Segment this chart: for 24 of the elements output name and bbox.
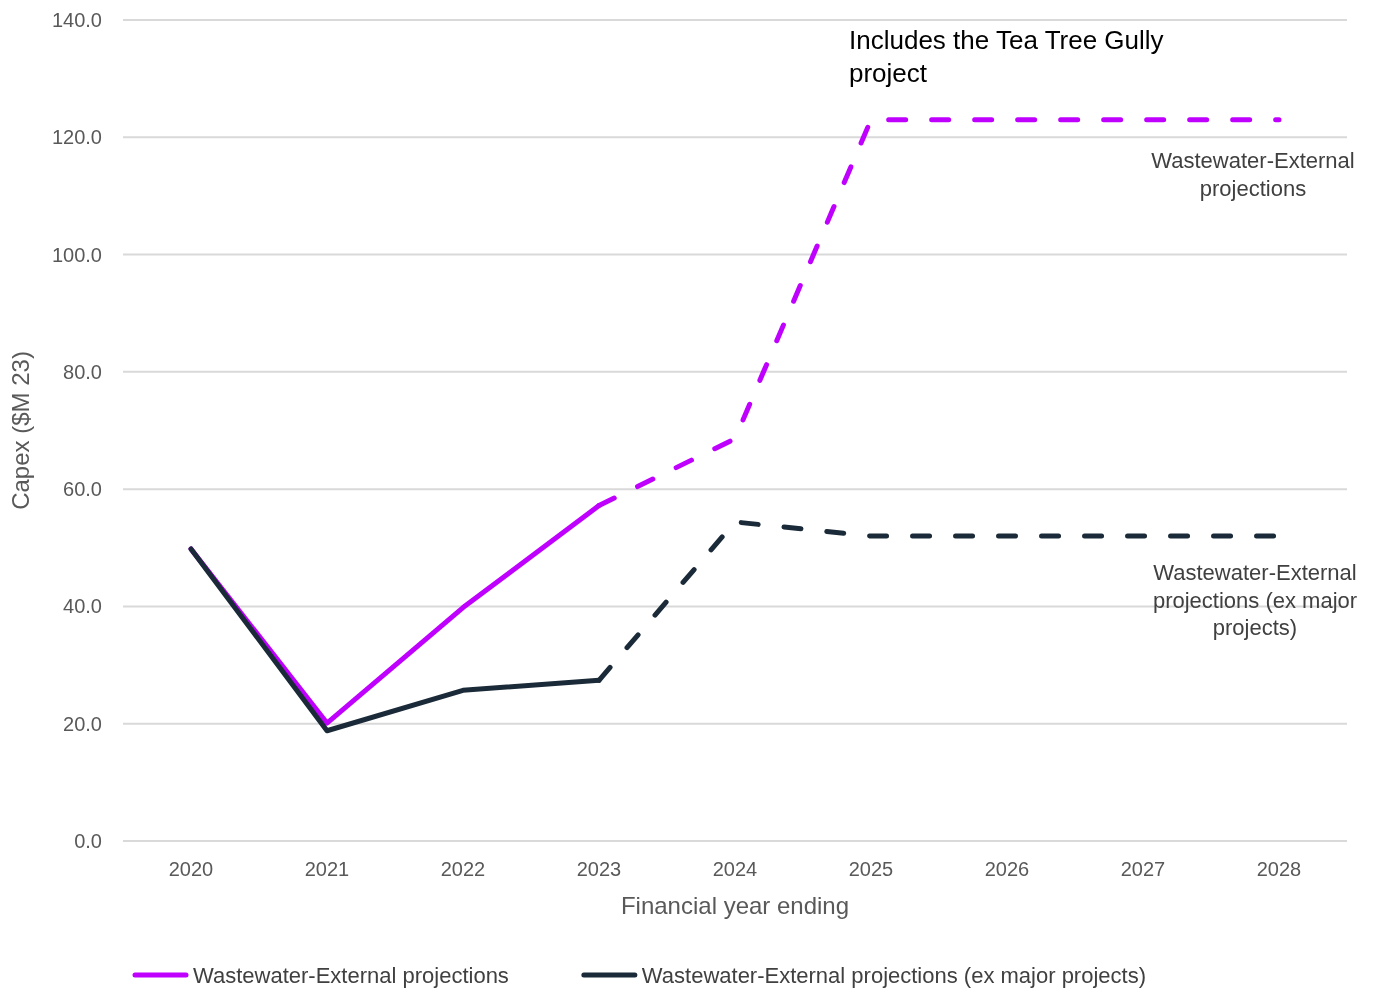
x-tick-label: 2021 [304,858,350,880]
y-tick-label: 60.0 [63,478,102,501]
annotation: Wastewater-External projections (ex major projects) [1152,560,1358,641]
x-tick-label: 2028 [1256,858,1302,880]
y-tick-label: 0.0 [74,830,102,852]
x-tick-label: 2022 [440,858,486,880]
x-tick-label: 2025 [848,858,894,880]
y-tick-label: 140.0 [51,9,102,31]
x-axis-title: Financial year ending [620,892,850,920]
y-tick-label: 20.0 [63,712,102,735]
legend-label: Wastewater-External projections (ex major projects) [641,962,1146,988]
y-tick-label: 120.0 [51,126,102,149]
x-tick-label: 2020 [168,858,214,880]
y-axis-title: Capex ($M 23) [7,351,35,510]
x-tick-label: 2027 [1120,858,1166,880]
x-tick-label: 2024 [712,858,758,880]
legend-label: Wastewater-External projections [193,962,509,988]
y-tick-label: 40.0 [63,595,102,618]
annotation: Includes the Tea Tree Gully project [849,24,1164,88]
y-tick-label: 100.0 [51,243,102,266]
x-tick-label: 2026 [984,858,1030,880]
annotation: Wastewater-External projections [1151,147,1355,201]
y-tick-label: 80.0 [63,360,102,383]
x-tick-label: 2023 [576,858,622,880]
